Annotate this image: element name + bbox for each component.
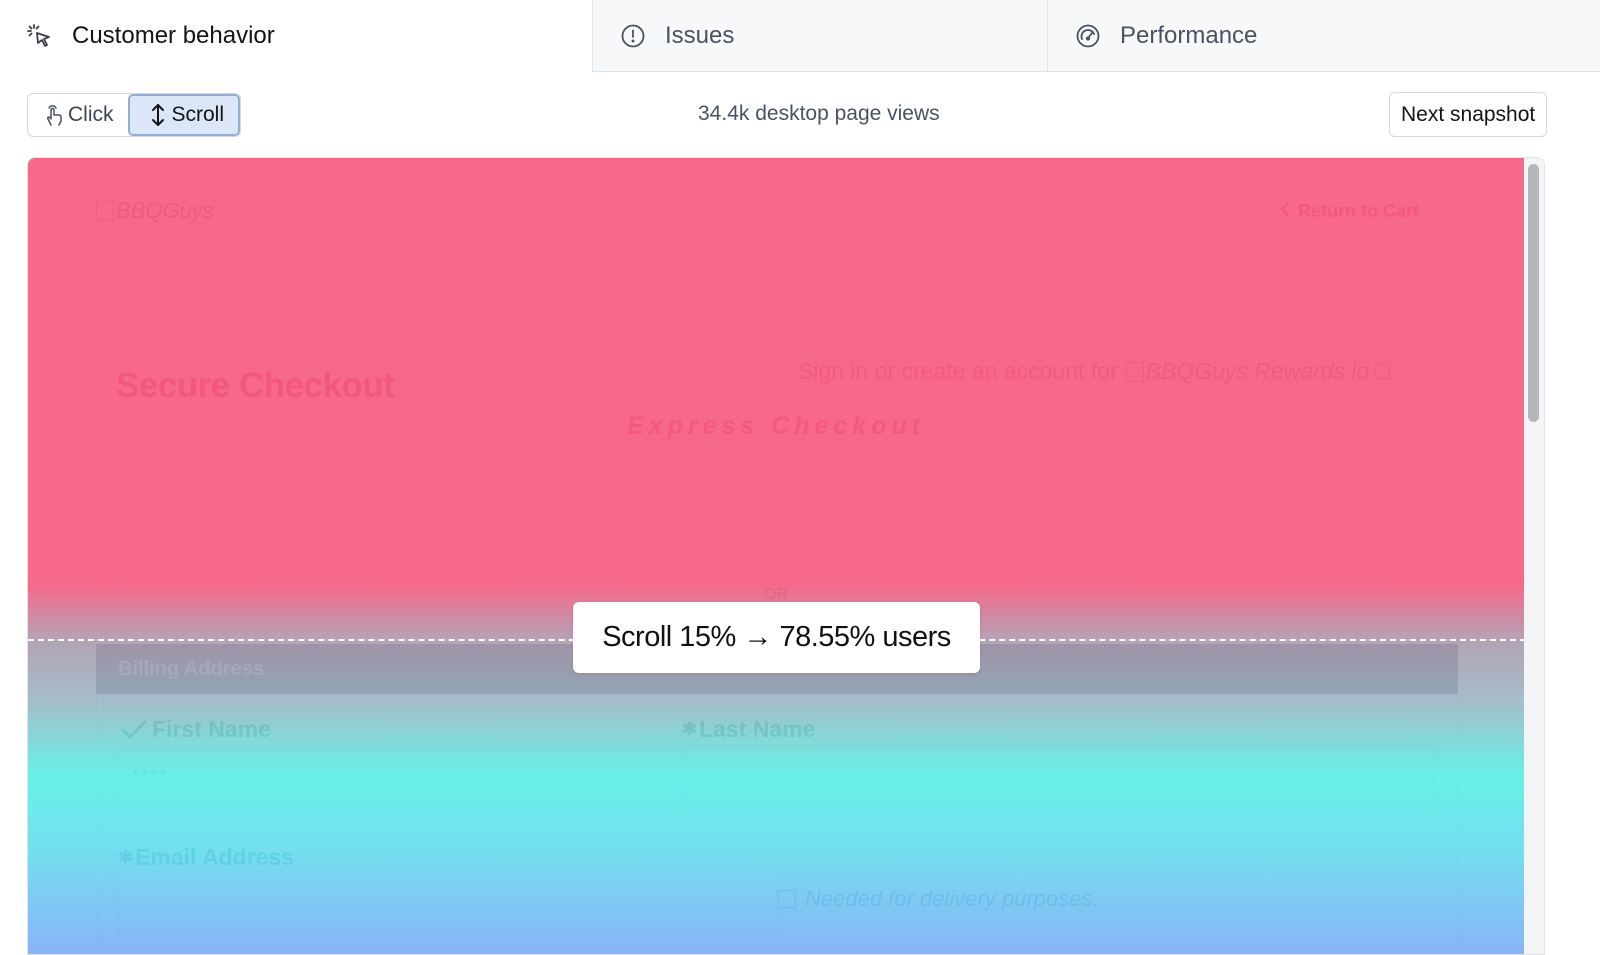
tab-label: Issues [665,21,735,49]
tab-customer-behavior[interactable]: Customer behavior [0,0,592,72]
heatmap-mode-toggle: Click Scroll [27,93,242,137]
chevron-left-icon [1280,201,1290,222]
next-snapshot-button[interactable]: Next snapshot [1389,92,1548,137]
email-note-text: Needed for delivery purposes. [805,886,1099,911]
last-name-field[interactable] [682,745,1435,805]
signin-for-text: for [1090,358,1118,384]
cursor-click-icon [26,22,54,50]
vertical-scrollbar[interactable] [1524,158,1544,954]
top-tabs: Customer behavior Issues Performance [0,0,1600,72]
first-name-label: First Name [120,716,271,743]
required-asterisk: ✱ [682,719,698,739]
tab-label: Performance [1120,21,1258,49]
scroll-mode-button[interactable]: Scroll [127,94,241,136]
email-label: ✱ Email Address [118,844,294,871]
scrollbar-thumb[interactable] [1528,164,1539,422]
first-name-label-text: First Name [152,716,271,742]
signin-prompt: Sign in or create an account for BBQGuys… [798,358,1391,385]
return-to-cart-button[interactable]: Return to Cart [1262,194,1458,228]
page-views-count: 34.4k desktop page views [698,102,940,125]
scroll-depth-tooltip: Scroll 15% → 78.55% users [573,602,980,673]
return-label: Return to Cart [1298,200,1419,221]
email-note: Needed for delivery purposes. [778,886,1099,912]
first-name-value: **** [132,766,169,786]
tap-icon [44,103,64,127]
email-label-text: Email Address [135,844,295,870]
scroll-mode-label: Scroll [171,103,225,126]
speedometer-icon [1074,22,1102,50]
alert-circle-icon [619,22,647,50]
logo-alt-text: BBQGuys [116,198,214,223]
broken-image-icon [1125,361,1144,382]
email-field[interactable] [118,873,777,934]
broken-image-icon [96,201,114,221]
last-name-label-text: Last Name [699,716,816,742]
rewards-alt-text: BBQGuys Rewards lo [1145,358,1370,384]
click-mode-label: Click [68,103,114,126]
tab-label: Customer behavior [72,21,275,49]
required-asterisk: ✱ [118,847,134,867]
last-name-label: ✱ Last Name [682,716,815,743]
create-account-link[interactable]: create an account [901,358,1085,384]
site-logo: BBQGuys [96,198,214,224]
checkbox-icon [778,890,796,908]
first-name-field[interactable]: **** [118,747,683,807]
rewards-logo: BBQGuys Rewards lo [1125,358,1370,385]
signin-link[interactable]: Sign in [798,358,869,384]
express-checkout-box [96,428,1458,594]
signin-or-text: or [874,358,896,384]
express-checkout-heading: Express Checkout [627,412,926,440]
page-snapshot: BBQGuys Return to Cart Secure Checkout S… [28,158,1526,954]
tab-performance[interactable]: Performance [1047,0,1600,72]
vertical-arrows-icon [148,103,168,127]
page-title: Secure Checkout [116,366,395,405]
tab-issues[interactable]: Issues [592,0,1047,72]
check-icon [120,719,148,741]
checkbox-icon [1375,364,1391,379]
click-mode-button[interactable]: Click [28,94,127,136]
heatmap-viewer: BBQGuys Return to Cart Secure Checkout S… [27,157,1545,955]
